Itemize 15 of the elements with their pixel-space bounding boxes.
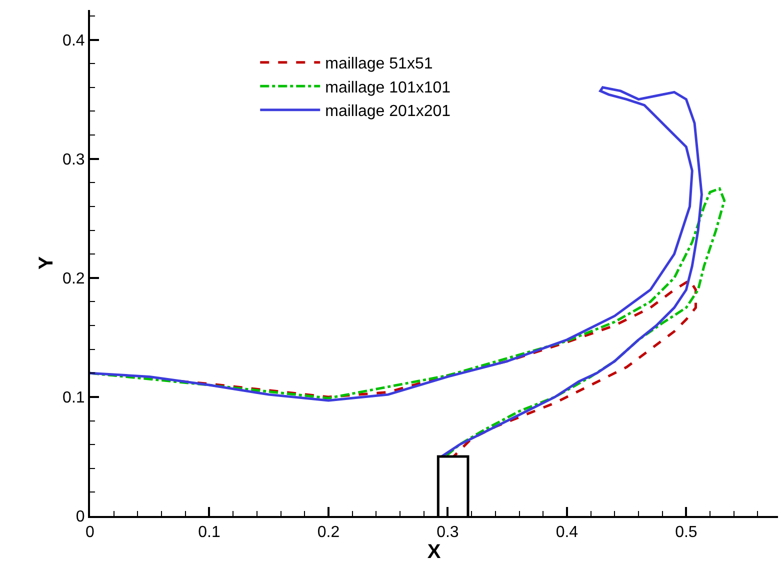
y-tick-label: 0.1: [62, 390, 85, 407]
y-axis-title: Y: [36, 256, 58, 270]
x-tick-label: 0.2: [317, 524, 340, 542]
y-tick-label: 0.4: [62, 32, 85, 50]
x-tick-label: 0.5: [675, 524, 698, 542]
x-tick-label: 0.3: [436, 524, 459, 542]
legend-label: maillage 101x101: [325, 79, 451, 96]
y-tick-label: 0.3: [62, 151, 85, 168]
x-tick-label: 0.4: [556, 524, 578, 542]
y-tick-label: 0: [76, 508, 85, 526]
legend-label: maillage 201x201: [325, 103, 451, 120]
x-axis-title: X: [427, 541, 442, 564]
legend-label: maillage 51x51: [325, 56, 433, 73]
x-tick-label: 0.1: [198, 524, 220, 542]
y-tick-label: 0.2: [62, 270, 85, 288]
